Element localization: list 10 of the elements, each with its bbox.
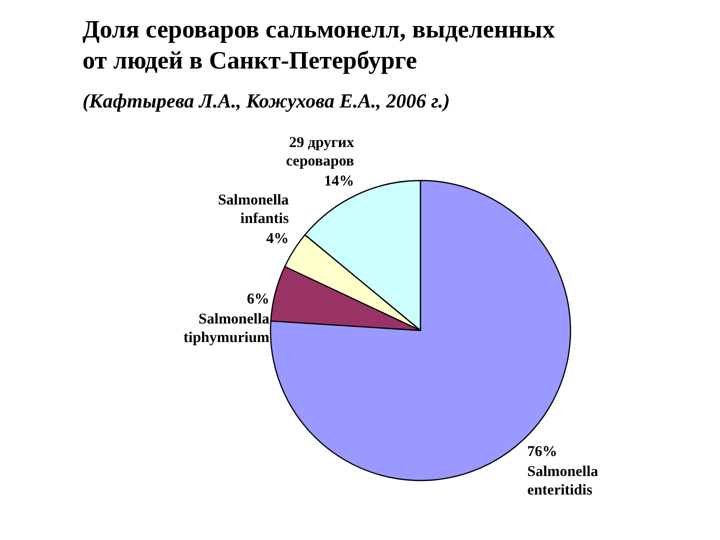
slice-label: Salmonella tiphymurium xyxy=(184,312,270,346)
data-label: 6% xyxy=(246,292,270,308)
slice-label: Salmonella enteritidis xyxy=(527,464,599,499)
data-label: 14% xyxy=(324,173,354,190)
slice-label: 29 других сероваров xyxy=(286,134,355,170)
chart-title: Доля сероваров сальмонелл, выделенных от людей в Санкт-Петербурге xyxy=(82,16,556,75)
data-label: 76% xyxy=(527,444,558,460)
chart-subtitle: (Кафтырева Л.А., Кожухова Е.А., 2006 г.) xyxy=(82,90,450,112)
slice-label: Salmonella infantis xyxy=(218,192,290,227)
data-label: 4% xyxy=(266,230,289,247)
